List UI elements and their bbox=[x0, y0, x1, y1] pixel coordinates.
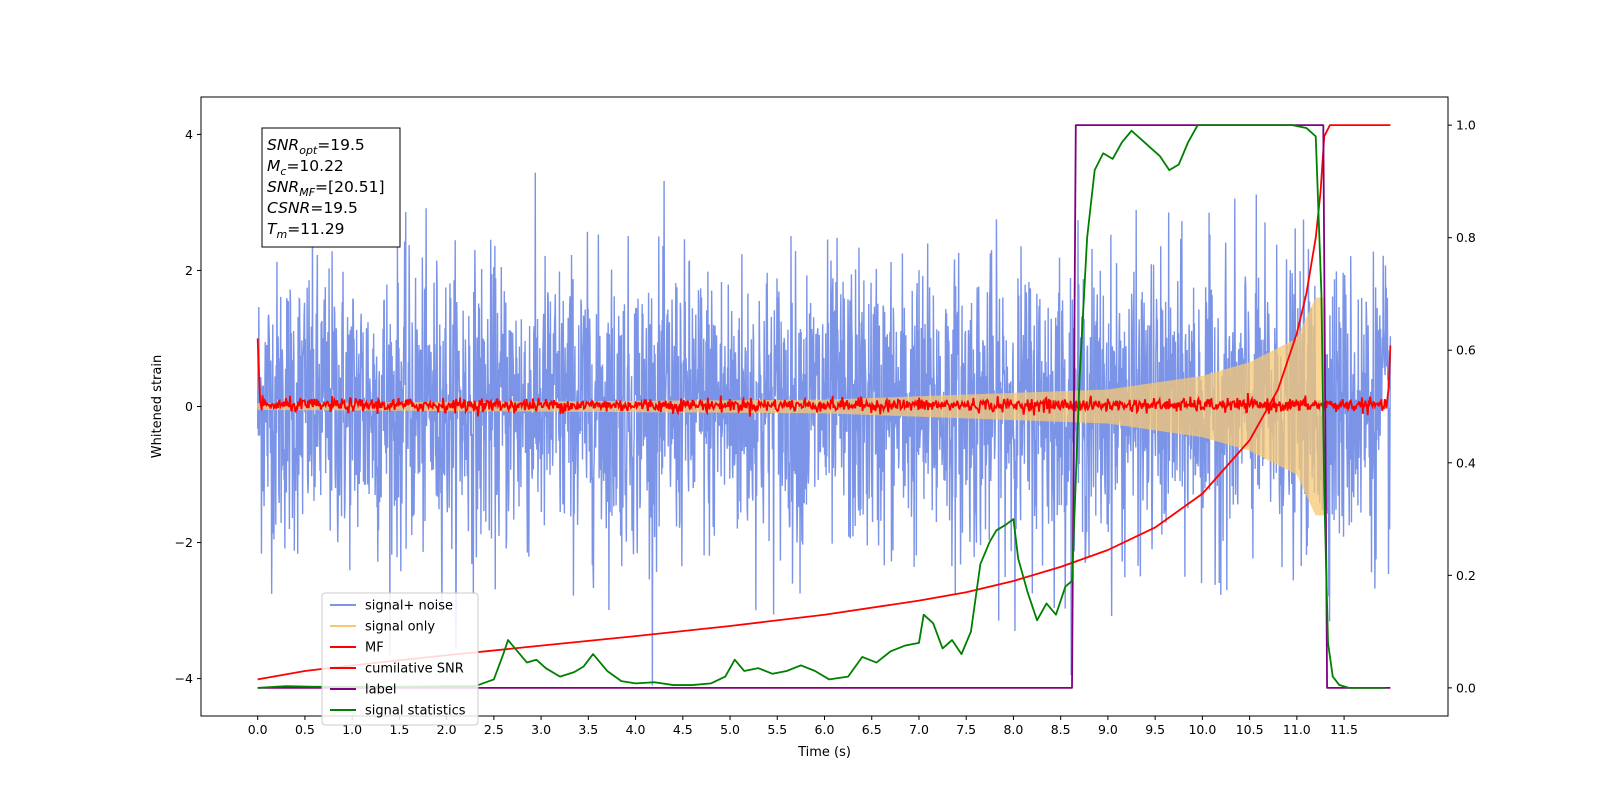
annotation-line: SNRMF=[20.51] bbox=[267, 178, 385, 199]
y2-tick-label: 0.4 bbox=[1456, 455, 1476, 470]
x-tick-label: 4.0 bbox=[626, 722, 646, 737]
legend-entry: label bbox=[365, 683, 396, 698]
annotation-line: Tm=11.29 bbox=[267, 220, 345, 241]
y2-tick-label: 0.2 bbox=[1456, 568, 1476, 583]
legend-entry: cumilative SNR bbox=[365, 662, 464, 677]
legend-entry: signal statistics bbox=[365, 704, 466, 719]
x-tick-label: 11.5 bbox=[1330, 722, 1358, 737]
y-tick-label: 2 bbox=[185, 263, 193, 278]
x-axis: 0.0 0.5 1.0 1.5 2.0 2.5 3.0 3.5 4.0 4.5 5.0 5.5 6.0 6… bbox=[248, 716, 1358, 737]
x-tick-label: 8.5 bbox=[1051, 722, 1071, 737]
x-tick-label: 8.0 bbox=[1003, 722, 1023, 737]
series-signal-statistics bbox=[257, 124, 1386, 689]
x-tick-label: 1.0 bbox=[342, 722, 362, 737]
x-tick-label: 2.5 bbox=[484, 722, 504, 737]
y-tick-label: −4 bbox=[175, 671, 193, 686]
legend-entry: signal+ noise bbox=[365, 599, 453, 614]
legend-entry: signal only bbox=[365, 620, 435, 635]
legend: signal+ noise signal only MF cumilative SNR… bbox=[321, 592, 479, 726]
x-tick-label: 10.0 bbox=[1188, 722, 1216, 737]
annotation-frame bbox=[261, 127, 401, 248]
x-axis-label: Time (s) bbox=[797, 745, 851, 760]
x-tick-label: 3.0 bbox=[531, 722, 551, 737]
y-axis-label: Whitened strain bbox=[150, 355, 165, 458]
legend-frame bbox=[321, 592, 479, 726]
x-tick-label: 7.0 bbox=[909, 722, 929, 737]
y2-tick-label: 0.8 bbox=[1456, 230, 1476, 245]
annotation-box: SNRopt=19.5Mc=10.22SNRMF=[20.51]CSNR=19.… bbox=[261, 127, 401, 248]
x-tick-label: 0.5 bbox=[295, 722, 315, 737]
series-signal-noise bbox=[256, 172, 1392, 686]
x-tick-label: 6.0 bbox=[815, 722, 835, 737]
series-cumilative-snr bbox=[257, 124, 1391, 681]
x-tick-label: 6.5 bbox=[862, 722, 882, 737]
x-tick-label: 2.0 bbox=[437, 722, 457, 737]
annotation-line: Mc=10.22 bbox=[267, 157, 344, 178]
y-tick-label: 4 bbox=[185, 127, 193, 142]
x-tick-label: 5.5 bbox=[767, 722, 787, 737]
y2-tick-label: 0.6 bbox=[1456, 343, 1476, 358]
series-mf bbox=[256, 338, 1392, 417]
x-tick-label: 4.5 bbox=[673, 722, 693, 737]
legend-entry: MF bbox=[365, 641, 384, 656]
y-axis-left: −4 −2 0 2 4 bbox=[175, 127, 201, 686]
x-tick-label: 3.5 bbox=[578, 722, 598, 737]
x-tick-label: 5.0 bbox=[720, 722, 740, 737]
y-tick-label: 0 bbox=[185, 399, 193, 414]
data-layer bbox=[256, 124, 1392, 689]
x-tick-label: 0.0 bbox=[248, 722, 268, 737]
y2-tick-label: 0.0 bbox=[1456, 680, 1476, 695]
x-tick-label: 9.0 bbox=[1098, 722, 1118, 737]
x-tick-label: 1.5 bbox=[389, 722, 409, 737]
x-tick-label: 9.5 bbox=[1145, 722, 1165, 737]
y2-tick-label: 1.0 bbox=[1456, 118, 1476, 133]
x-tick-label: 10.5 bbox=[1236, 722, 1264, 737]
x-tick-label: 7.5 bbox=[956, 722, 976, 737]
x-tick-label: 11.0 bbox=[1283, 722, 1311, 737]
annotation-line: CSNR=19.5 bbox=[267, 199, 358, 217]
y-axis-right: 0.0 0.2 0.4 0.6 0.8 1.0 bbox=[1448, 118, 1476, 695]
annotation-line: SNRopt=19.5 bbox=[267, 136, 365, 157]
y-tick-label: −2 bbox=[175, 535, 193, 550]
